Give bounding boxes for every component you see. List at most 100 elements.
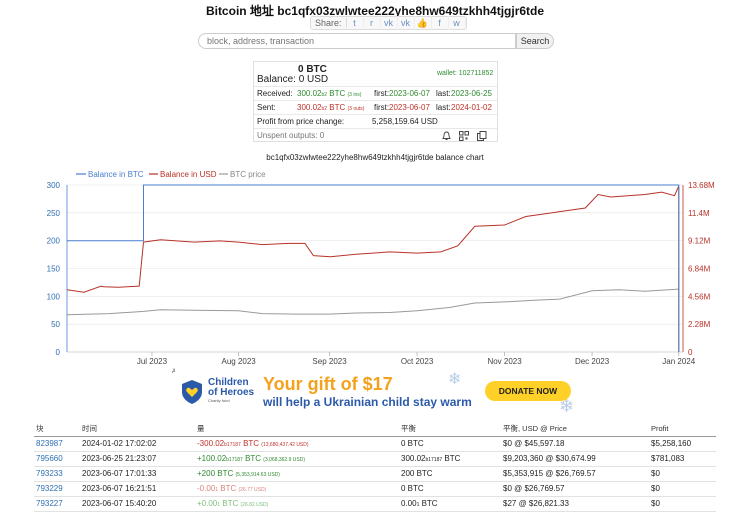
table-row: 795660 2023-06-25 21:23:07 +100.02b17187 B… (34, 451, 716, 467)
series-btc-price (66, 288, 679, 316)
col-balance: 平衡 (399, 422, 501, 437)
y-right-tick-label: 4.56M (688, 292, 711, 301)
shield-heart-icon (182, 380, 202, 404)
balance-chart: Balance in BTC Balance in USD BTC price … (47, 170, 715, 366)
ad-banner[interactable]: Children of Heroes Charity fund Your gift… (175, 368, 590, 420)
tx-usd-price: $5,353,915 @ $26,769.57 (501, 466, 649, 482)
unspent-row: Unspent outputs: 0 (254, 128, 497, 142)
series-balance-btc (67, 184, 680, 352)
transactions-table: 块 时间 量 平衡 平衡, USD @ Price Profit 823987 2… (34, 422, 716, 512)
ad-headline: Your gift of $17 (263, 374, 393, 394)
qr-code-icon[interactable] (459, 131, 469, 141)
y-axis-right: 0 2.28M 4.56M 6.84M 9.12M 11.4M 13.68M (682, 181, 715, 357)
table-row: 793233 2023-06-07 17:01:33 +200 BTC (5,353… (34, 466, 716, 482)
received-last: 2023-06-25 (451, 89, 492, 98)
block-link[interactable]: 793233 (36, 469, 63, 478)
x-tick-label: Jul 2023 (137, 357, 168, 366)
sent-last-label: last: (436, 103, 451, 112)
y-right-tick-label: 11.4M (688, 209, 710, 218)
wallet-link[interactable]: wallet: 102711852 (437, 70, 494, 77)
search-input[interactable] (198, 33, 516, 49)
balance-label: Balance: 0 USD (257, 74, 329, 85)
tx-time: 2023-06-07 16:21:51 (80, 481, 195, 497)
tx-profit: $0 (649, 481, 716, 497)
profit-label: Profit from price change: (257, 117, 345, 126)
facebook-icon[interactable]: f (432, 16, 449, 30)
col-time: 时间 (80, 422, 195, 437)
sent-label: Sent: (257, 103, 276, 112)
ad-subline: will help a Ukrainian child stay warm (263, 395, 472, 409)
received-label: Received: (257, 89, 293, 98)
chart-series (66, 184, 680, 352)
tx-time: 2023-06-07 15:40:20 (80, 496, 195, 512)
received-first: 2023-06-07 (389, 89, 430, 98)
y-right-tick-label: 9.12M (688, 237, 711, 246)
block-link[interactable]: 793227 (36, 499, 63, 508)
table-row: 823987 2024-01-02 17:02:02 -300.02b17187 B… (34, 436, 716, 452)
y-right-tick-label: 13.68M (688, 181, 715, 190)
donate-button[interactable]: DONATE NOW (485, 381, 571, 401)
tx-balance: 0.001 BTC (399, 496, 501, 512)
y-axis-left: 0 50 100 150 200 250 300 (47, 181, 68, 357)
page-title: Bitcoin 地址 bc1qfx03zwlwtee222yhe8hw649tz… (205, 4, 545, 18)
like-icon[interactable]: 👍 (415, 16, 432, 30)
tx-usd-price: $9,203,360 @ $30,674.99 (501, 451, 649, 467)
share-bar: Share: t r vk vk 👍 f w (310, 16, 467, 30)
tx-profit: $0 (649, 466, 716, 482)
tx-balance: 0 BTC (399, 436, 501, 452)
tx-time: 2023-06-25 21:23:07 (80, 451, 195, 467)
y-right-tick-label: 6.84M (688, 265, 711, 274)
tx-amount: +0.001 BTC (26.82 USD) (195, 496, 399, 512)
vk-icon[interactable]: vk (381, 16, 398, 30)
tx-time: 2023-06-07 17:01:33 (80, 466, 195, 482)
twitter-icon[interactable]: t (347, 16, 364, 30)
tx-profit: $781,083 (649, 451, 716, 467)
profit-row: Profit from price change: 5,258,159.64 U… (254, 114, 497, 128)
chart-legend: Balance in BTC Balance in USD BTC price (76, 170, 266, 179)
vk-icon-2[interactable]: vk (398, 16, 415, 30)
tx-balance: 0 BTC (399, 481, 501, 497)
col-block: 块 (34, 422, 80, 437)
series-balance-usd (66, 185, 680, 352)
chart-title: bc1qfx03zwlwtee222yhe8hw649tzkhh4tjgjr6t… (266, 153, 484, 162)
tx-amount: -0.001 BTC (26.77 USD) (195, 481, 399, 497)
received-first-label: first: (374, 89, 390, 98)
col-amount: 量 (195, 422, 399, 437)
tx-profit: $0 (649, 496, 716, 512)
y-left-tick-label: 300 (47, 181, 61, 190)
search-button[interactable]: Search (516, 33, 554, 49)
block-link[interactable]: 793229 (36, 484, 63, 493)
y-right-tick-label: 0 (688, 348, 693, 357)
block-link[interactable]: 795660 (36, 454, 63, 463)
block-link[interactable]: 823987 (36, 439, 63, 448)
tx-amount: +100.02b17187 BTC (3,068,362.9 USD) (195, 451, 399, 467)
table-row: 793227 2023-06-07 15:40:20 +0.001 BTC (26.… (34, 496, 716, 512)
tx-balance: 200 BTC (399, 466, 501, 482)
sent-amount: 300.02b2 BTC (3 outs) (297, 103, 365, 112)
balance-btc: 0 BTC (298, 64, 327, 75)
weibo-icon[interactable]: w (449, 16, 466, 30)
sent-first-label: first: (374, 103, 390, 112)
y-left-tick-label: 0 (56, 348, 61, 357)
y-left-tick-label: 200 (47, 237, 61, 246)
tx-usd-price: $0 @ $26,769.57 (501, 481, 649, 497)
legend-btc[interactable]: Balance in BTC (88, 170, 144, 179)
sent-row: Sent: 300.02b2 BTC (3 outs) first: 2023-… (254, 100, 497, 114)
bell-icon[interactable] (442, 131, 451, 141)
table-row: 793229 2023-06-07 16:21:51 -0.001 BTC (26.… (34, 481, 716, 497)
unspent-label: Unspent outputs: 0 (257, 131, 325, 140)
x-tick-label: Aug 2023 (221, 357, 256, 366)
x-tick-label: Oct 2023 (401, 357, 434, 366)
sent-last: 2024-01-02 (451, 103, 492, 112)
tx-profit: $5,258,160 (649, 436, 716, 452)
copy-icon[interactable] (477, 131, 487, 141)
legend-price[interactable]: BTC price (230, 170, 266, 179)
legend-usd[interactable]: Balance in USD (160, 170, 217, 179)
y-right-tick-label: 2.28M (688, 320, 711, 329)
x-tick-label: Sep 2023 (312, 357, 347, 366)
tx-usd-price: $0 @ $45,597.18 (501, 436, 649, 452)
reddit-icon[interactable]: r (364, 16, 381, 30)
y-left-tick-label: 100 (47, 292, 61, 301)
tx-balance: 300.02b17187 BTC (399, 451, 501, 467)
sent-first: 2023-06-07 (389, 103, 430, 112)
